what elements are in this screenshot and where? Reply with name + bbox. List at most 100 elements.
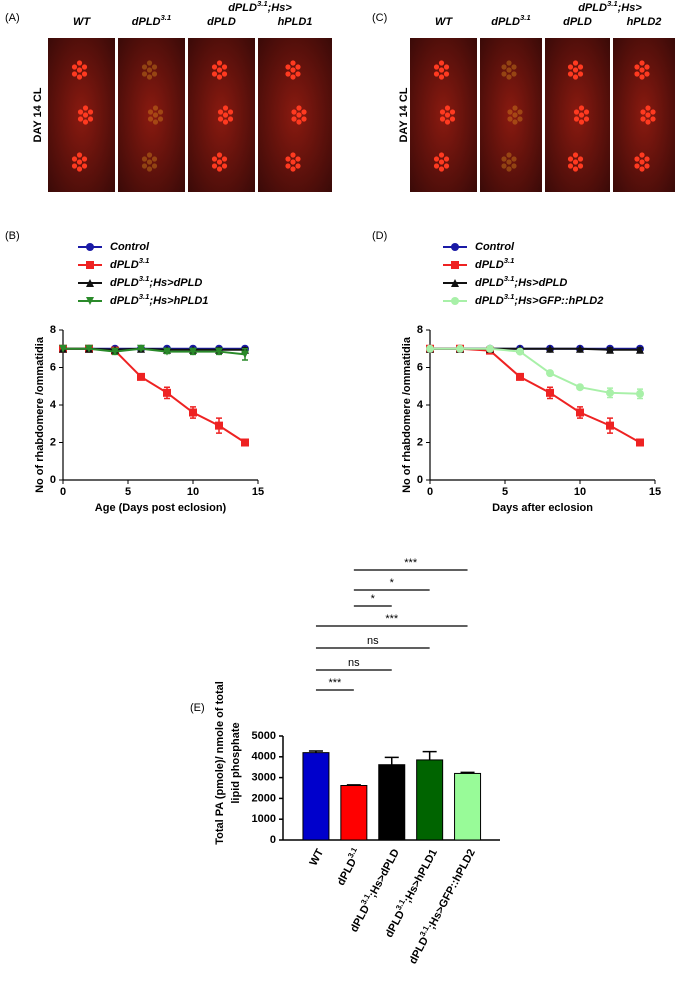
- x-tick-label: dPLD3.1;Hs>GFP::hPLD2: [404, 846, 478, 967]
- rhabdomere: [645, 119, 651, 125]
- point: [241, 438, 249, 447]
- rhabdomere: [216, 159, 223, 165]
- rhabdomere: [295, 163, 301, 169]
- rhabdomere: [141, 64, 148, 70]
- rhabdomere: [87, 116, 94, 122]
- rhabdomere: [512, 105, 518, 111]
- rhabdomere: [151, 163, 158, 169]
- point: [606, 388, 614, 397]
- panel-label: (A): [5, 12, 20, 24]
- rhabdomere: [501, 156, 507, 162]
- rhabdomere: [291, 109, 297, 115]
- rhabdomere: [634, 64, 640, 70]
- significance-label: *: [371, 593, 376, 605]
- rhabdomere: [572, 159, 579, 165]
- column-label: hPLD2: [627, 16, 662, 28]
- rhabdomere: [147, 109, 154, 115]
- rhabdomere: [443, 163, 450, 169]
- rhabdomere: [290, 166, 296, 172]
- rhabdomere: [76, 74, 83, 80]
- rhabdomere: [438, 152, 445, 158]
- rhabdomere: [285, 163, 291, 169]
- rhabdomere: [639, 60, 645, 66]
- rhabdomere: [439, 109, 446, 115]
- rhabdomere: [506, 74, 512, 80]
- x-tick-label: 10: [187, 486, 199, 498]
- rhabdomere: [506, 152, 512, 158]
- error-bar: [308, 750, 323, 753]
- column-label: dPLD3.1: [491, 13, 530, 28]
- rhabdomere: [77, 109, 84, 115]
- rhabdomere: [511, 71, 517, 77]
- rhabdomere: [650, 109, 656, 115]
- y-tick-label: 2000: [252, 792, 276, 804]
- significance-label: ns: [367, 635, 379, 647]
- rhabdomere: [645, 105, 651, 111]
- rhabdomere: [438, 159, 445, 165]
- y-tick-label: 2: [417, 436, 423, 448]
- rhabdomere: [506, 159, 512, 165]
- rhabdomere: [217, 109, 224, 115]
- y-tick-label: 3000: [252, 772, 276, 784]
- rhabdomere: [449, 109, 456, 115]
- rhabdomere: [227, 109, 234, 115]
- rhabdomere: [71, 156, 78, 162]
- x-axis-label: Days after eclosion: [492, 502, 593, 514]
- rhabdomere: [71, 64, 78, 70]
- rhabdomere: [77, 116, 84, 122]
- rhabdomere: [443, 156, 450, 162]
- rhabdomere: [511, 64, 517, 70]
- rhabdomere: [296, 105, 302, 111]
- rhabdomere: [290, 152, 296, 158]
- y-tick-label: 6: [50, 361, 56, 373]
- point: [426, 344, 434, 353]
- rhabdomere: [639, 152, 645, 158]
- y-tick-label: 0: [270, 834, 276, 846]
- point: [606, 421, 614, 430]
- rhabdomere: [639, 166, 645, 172]
- x-tick-label: 5: [502, 486, 508, 498]
- y-axis-label: Total PA (pmole)/ nmole of total: [214, 681, 226, 845]
- rhabdomere: [290, 74, 296, 80]
- legend-marker: [451, 261, 459, 269]
- point: [85, 344, 93, 353]
- y-tick-label: 8: [50, 324, 56, 336]
- point: [111, 347, 119, 356]
- point: [456, 344, 464, 353]
- point: [189, 408, 197, 417]
- rhabdomere: [634, 156, 640, 162]
- rhabdomere: [517, 109, 523, 115]
- point: [241, 350, 249, 359]
- rhabdomere: [221, 163, 228, 169]
- rhabdomere: [82, 105, 89, 111]
- point: [546, 344, 554, 353]
- legend-label: dPLD3.1;Hs>hPLD1: [110, 292, 208, 307]
- rhabdomere: [438, 60, 445, 66]
- rhabdomere: [644, 64, 650, 70]
- rhabdomere: [295, 71, 301, 77]
- rhabdomere: [644, 156, 650, 162]
- rhabdomere: [151, 156, 158, 162]
- rhabdomere: [443, 71, 450, 77]
- rhabdomere: [141, 156, 148, 162]
- rhabdomere: [583, 116, 590, 122]
- rhabdomere: [71, 71, 78, 77]
- rhabdomere: [216, 74, 223, 80]
- rhabdomere: [501, 163, 507, 169]
- x-tick-label: 10: [574, 486, 586, 498]
- rhabdomere: [433, 71, 440, 77]
- rhabdomere: [438, 67, 445, 73]
- rhabdomere: [634, 163, 640, 169]
- panel-label: (C): [372, 12, 387, 24]
- rhabdomere: [146, 60, 153, 66]
- group-label: dPLD3.1;Hs>: [578, 0, 642, 14]
- rhabdomere: [511, 156, 517, 162]
- rhabdomere: [152, 105, 159, 111]
- rhabdomere: [81, 163, 88, 169]
- point: [163, 347, 171, 356]
- micrograph: [480, 38, 542, 192]
- y-tick-label: 2: [50, 436, 56, 448]
- rhabdomere: [76, 159, 83, 165]
- rhabdomere: [76, 67, 83, 73]
